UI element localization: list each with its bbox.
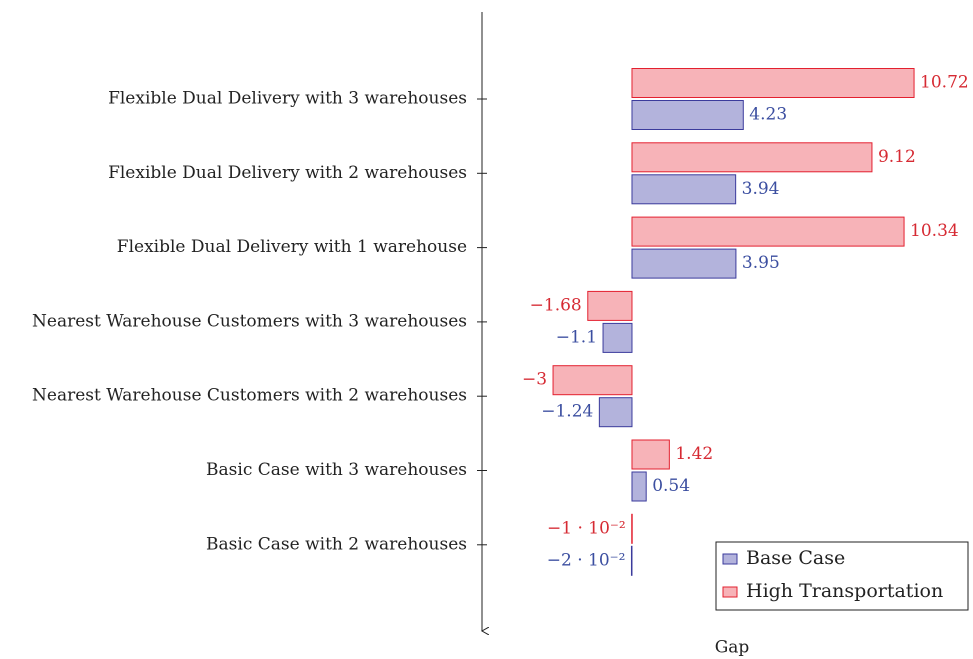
value-label: −1.68 [530,295,582,315]
value-label: −3 [522,370,547,390]
bar [602,322,633,353]
y-tick-label: Basic Case with 2 warehouses [206,534,467,554]
y-tick-label: Basic Case with 3 warehouses [206,460,467,480]
bar [552,365,633,396]
bar [587,290,633,321]
value-label: −1.24 [541,402,593,422]
value-label: 10.72 [920,73,969,93]
legend-label: High Transportation [746,580,943,602]
value-label: 0.54 [652,476,690,496]
legend-label: Base Case [746,547,845,569]
y-tick-label: Flexible Dual Delivery with 1 warehouse [117,237,467,257]
bar [631,471,647,502]
value-label: 4.23 [749,105,787,125]
value-label: −1 · 10⁻² [547,518,626,538]
legend-swatch [722,586,738,598]
y-tick-label: Nearest Warehouse Customers with 2 wareh… [32,386,467,406]
bar [631,439,670,470]
bar [631,216,905,247]
bar [630,545,633,576]
value-label: 3.94 [742,179,780,199]
legend-swatch [722,553,738,565]
bar [598,397,633,428]
bar [631,100,744,130]
bar [631,174,737,205]
bar [631,68,915,98]
value-label: −1.1 [556,327,597,347]
bar [631,248,737,279]
value-label: −2 · 10⁻² [547,550,626,570]
x-axis-label: Gap [715,638,750,658]
value-label: 3.95 [742,253,780,273]
y-tick-label: Flexible Dual Delivery with 3 warehouses [108,89,467,109]
value-label: 1.42 [675,444,713,464]
y-tick-label: Flexible Dual Delivery with 2 warehouses [108,163,467,183]
bar [631,142,873,173]
legend-box [715,541,969,611]
value-label: 9.12 [878,147,916,167]
bar [631,513,633,544]
y-tick-label: Nearest Warehouse Customers with 3 wareh… [32,311,467,331]
value-label: 10.34 [910,221,959,241]
